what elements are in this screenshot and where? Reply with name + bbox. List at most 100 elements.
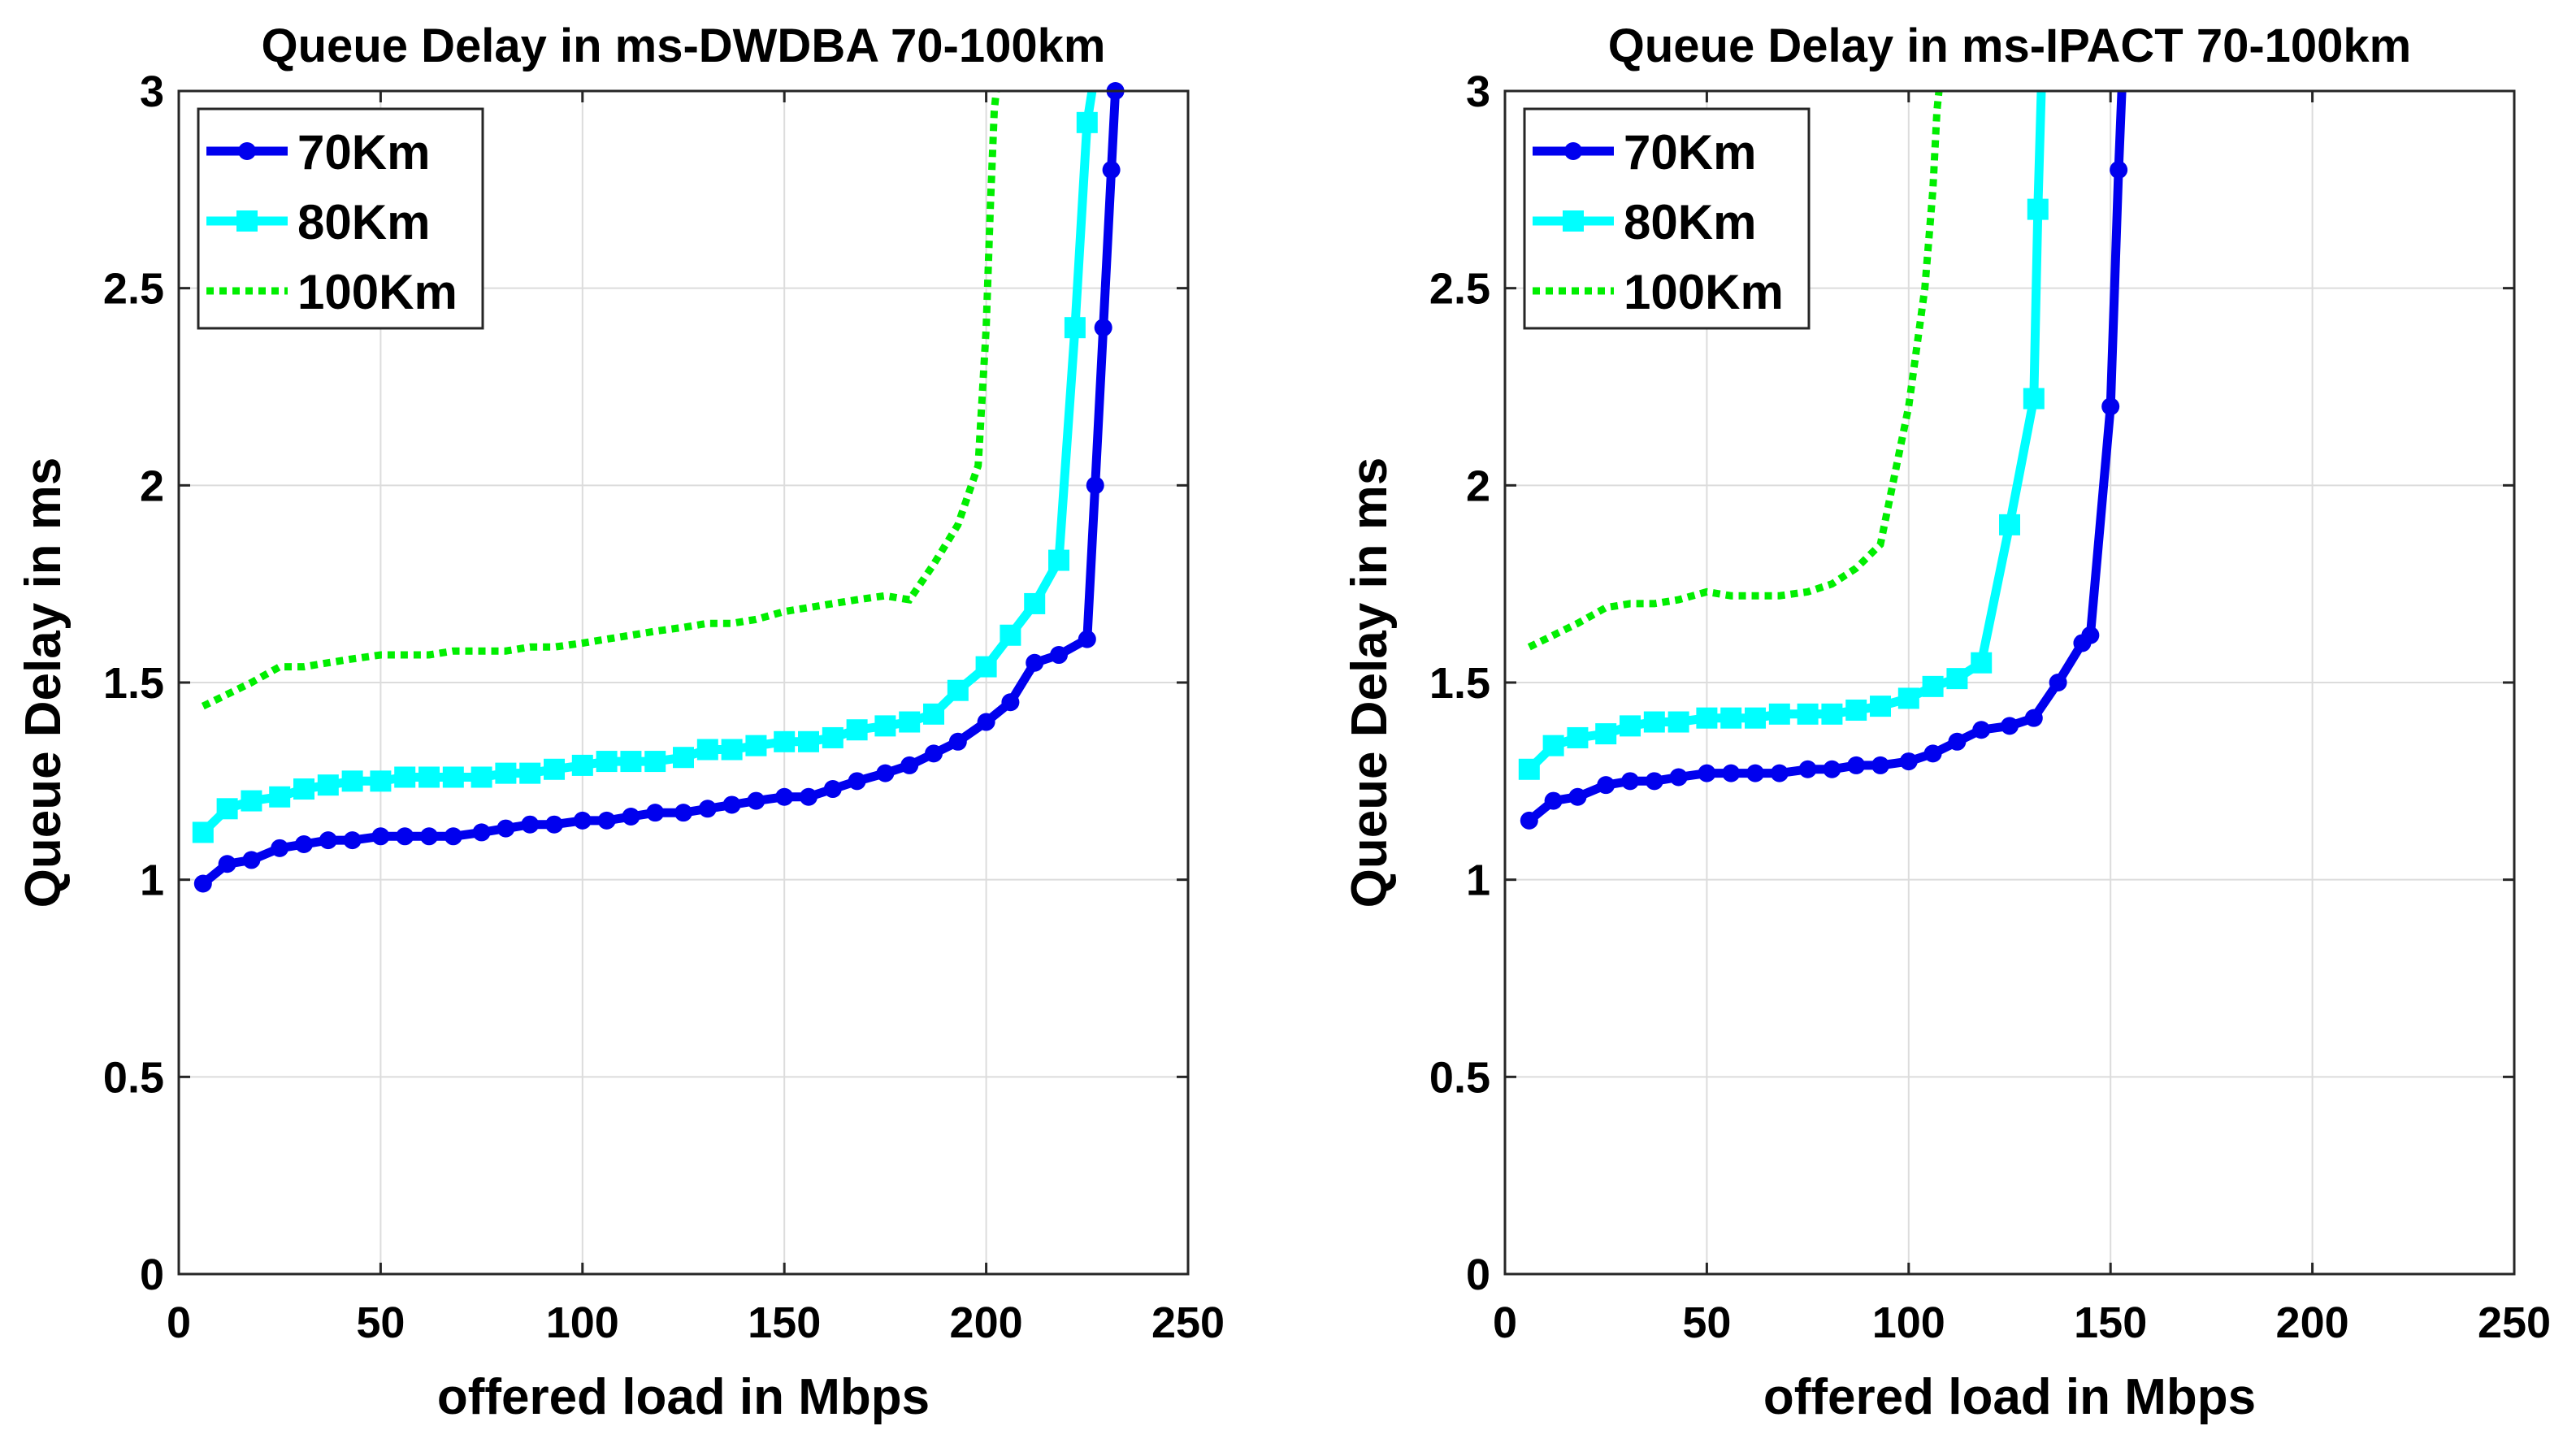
data-point-80Km xyxy=(975,656,997,678)
data-point-80Km xyxy=(269,786,291,808)
data-point-70Km xyxy=(1645,772,1663,791)
y-tick-label: 2.5 xyxy=(103,265,164,314)
x-tick-label: 250 xyxy=(1151,1298,1225,1347)
x-tick-label: 0 xyxy=(167,1298,191,1347)
y-tick-label: 0.5 xyxy=(1429,1053,1490,1102)
data-point-80Km xyxy=(1999,514,2020,535)
data-point-80Km xyxy=(1745,707,1767,729)
legend-label-100Km: 100Km xyxy=(297,265,458,319)
legend-marker-70Km xyxy=(238,142,256,160)
data-point-80Km xyxy=(317,774,339,796)
data-point-80Km xyxy=(1870,696,1892,717)
y-tick-label: 0.5 xyxy=(103,1053,164,1102)
data-point-70Km xyxy=(396,827,414,846)
data-point-70Km xyxy=(2081,626,2100,644)
data-point-80Km xyxy=(544,758,566,780)
data-point-80Km xyxy=(1768,703,1790,725)
data-point-70Km xyxy=(1770,764,1789,782)
data-point-80Km xyxy=(1946,668,1968,690)
y-tick-label: 3 xyxy=(1466,67,1490,116)
data-point-80Km xyxy=(596,751,618,773)
x-tick-label: 100 xyxy=(1872,1298,1945,1347)
x-tick-label: 50 xyxy=(1682,1298,1731,1347)
data-point-70Km xyxy=(622,808,640,826)
data-point-80Km xyxy=(721,739,743,761)
y-axis-label: Queue Delay in ms xyxy=(15,457,72,908)
data-point-70Km xyxy=(2049,674,2067,691)
data-point-80Km xyxy=(822,726,843,748)
x-tick-label: 250 xyxy=(2478,1298,2551,1347)
x-tick-label: 150 xyxy=(748,1298,821,1347)
data-point-80Km xyxy=(241,790,262,812)
data-point-70Km xyxy=(597,811,616,830)
y-tick-label: 0 xyxy=(1466,1250,1490,1299)
data-point-80Km xyxy=(394,766,416,788)
data-point-70Km xyxy=(1086,476,1104,495)
data-point-70Km xyxy=(1102,161,1121,180)
x-tick-label: 200 xyxy=(950,1298,1023,1347)
data-point-80Km xyxy=(1000,624,1021,646)
series-line-100Km xyxy=(201,91,1000,710)
legend: 70Km 80Km 100Km xyxy=(197,107,484,330)
data-point-70Km xyxy=(218,855,236,873)
data-point-80Km xyxy=(1567,726,1589,748)
data-point-80Km xyxy=(1667,711,1689,733)
data-point-70Km xyxy=(1026,653,1044,672)
data-point-80Km xyxy=(1064,317,1086,339)
data-point-70Km xyxy=(1568,787,1587,806)
data-point-80Km xyxy=(341,770,363,792)
data-point-70Km xyxy=(1722,764,1741,782)
legend-label-70Km: 70Km xyxy=(1624,125,1756,180)
data-point-70Km xyxy=(1050,646,1069,665)
y-tick-label: 0 xyxy=(140,1250,164,1299)
y-axis-label: Queue Delay in ms xyxy=(1342,457,1398,908)
data-point-70Km xyxy=(876,764,895,782)
data-point-70Km xyxy=(1544,791,1563,810)
data-point-70Km xyxy=(1001,693,1020,712)
data-point-70Km xyxy=(848,772,866,791)
series-line-100Km xyxy=(1527,91,1943,651)
chart-panel-2: 0 50 100 150 200 250 0 0.5 1 1.5 2 2.5 3 Queue Delay … xyxy=(1342,20,2551,1425)
data-point-80Km xyxy=(1024,592,1046,614)
data-point-80Km xyxy=(620,751,642,773)
data-point-70Km xyxy=(242,851,261,869)
data-point-80Km xyxy=(774,730,796,752)
data-point-70Km xyxy=(1823,760,1841,778)
data-point-70Km xyxy=(1746,764,1765,782)
data-point-70Km xyxy=(2110,161,2128,180)
data-point-80Km xyxy=(696,739,718,761)
data-point-70Km xyxy=(1871,756,1890,774)
y-tick-label: 2 xyxy=(140,462,164,510)
x-axis-label: offered load in Mbps xyxy=(1763,1369,2256,1425)
data-point-80Km xyxy=(899,711,921,733)
data-point-70Km xyxy=(1094,319,1112,337)
y-tick-label: 1.5 xyxy=(1429,659,1490,708)
data-point-70Km xyxy=(1923,744,1942,763)
data-point-80Km xyxy=(1845,699,1867,721)
data-point-70Km xyxy=(1520,811,1538,830)
data-point-80Km xyxy=(1821,703,1843,725)
data-point-80Km xyxy=(370,770,392,792)
data-point-80Km xyxy=(1595,723,1617,745)
data-point-70Km xyxy=(193,874,212,893)
data-point-70Km xyxy=(1972,721,1991,739)
data-point-70Km xyxy=(573,811,592,830)
data-point-80Km xyxy=(1971,652,1993,674)
data-point-70Km xyxy=(1847,756,1866,774)
data-point-70Km xyxy=(1669,768,1688,787)
data-point-80Km xyxy=(874,715,896,737)
data-point-70Km xyxy=(2024,709,2043,727)
data-point-70Km xyxy=(747,791,765,810)
y-tick-label: 2.5 xyxy=(1429,265,1490,314)
data-point-70Km xyxy=(1597,776,1615,795)
data-point-80Km xyxy=(216,798,238,820)
data-point-70Km xyxy=(1621,772,1640,791)
legend-marker-80Km xyxy=(236,210,258,232)
data-point-80Km xyxy=(1076,111,1098,133)
data-point-80Km xyxy=(1542,735,1564,756)
legend-marker-70Km xyxy=(1564,142,1582,160)
data-point-80Km xyxy=(2027,198,2049,220)
data-point-70Km xyxy=(775,787,794,806)
data-point-70Km xyxy=(545,815,564,834)
